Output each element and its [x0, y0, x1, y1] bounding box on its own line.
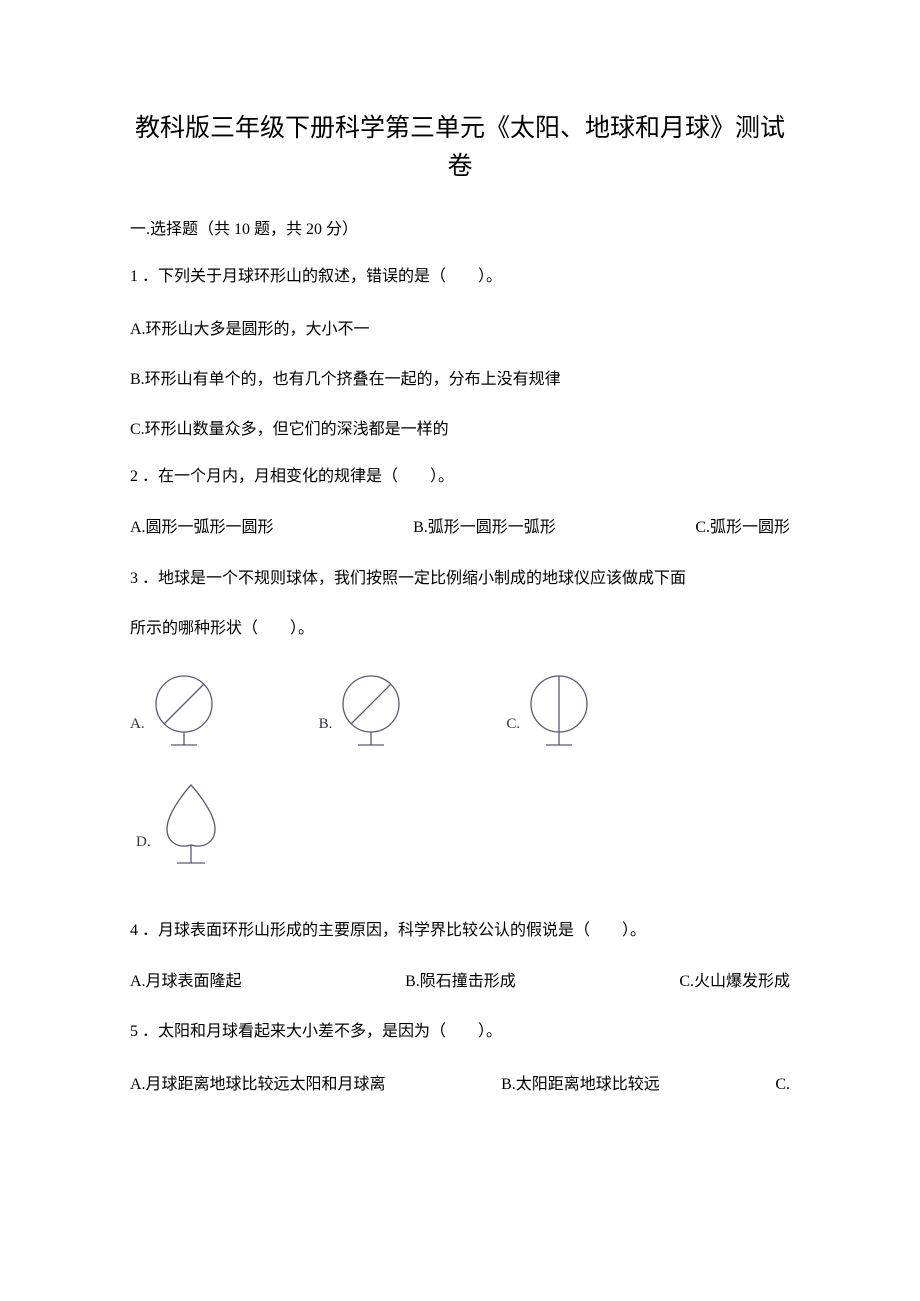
- q3-option-d: D.: [136, 781, 227, 869]
- q3-option-a: A.: [130, 671, 219, 751]
- q5-text: 5 ．太阳和月球看起来大小差不多，是因为（ ）。: [130, 1020, 790, 1044]
- globe-tilted-icon: [149, 671, 219, 751]
- globe-vertical-icon: [524, 671, 594, 751]
- page-title: 教科版三年级下册科学第三单元《太阳、地球和月球》测试卷: [130, 110, 790, 185]
- q1-text: 1 ．下列关于月球环形山的叙述，错误的是（ ）。: [130, 265, 790, 289]
- q2-option-c: C.弧形一圆形: [695, 515, 790, 541]
- q2-option-b: B.弧形一圆形一弧形: [413, 515, 556, 541]
- q2-option-a: A.圆形一弧形一圆形: [130, 515, 274, 541]
- q2-options: A.圆形一弧形一圆形 B.弧形一圆形一弧形 C.弧形一圆形: [130, 515, 790, 541]
- q3-text-line2: 所示的哪种形状（ ）。: [130, 617, 790, 641]
- q3-option-c: C.: [506, 671, 594, 751]
- q1-option-c: C.环形山数量众多，但它们的深浅都是一样的: [130, 415, 790, 439]
- q4-option-a: A.月球表面隆起: [130, 969, 242, 995]
- q3-label-d: D.: [136, 834, 151, 869]
- q4-option-c: C.火山爆发形成: [679, 969, 790, 995]
- q5-options: A.月球距离地球比较远太阳和月球离 B.太阳距离地球比较远 C.: [130, 1070, 790, 1094]
- q3-option-b: B.: [319, 671, 407, 751]
- q3-text-line1: 3 ．地球是一个不规则球体，我们按照一定比例缩小制成的地球仪应该做成下面: [130, 567, 790, 591]
- q1-option-b: B.环形山有单个的，也有几个挤叠在一起的，分布上没有规律: [130, 365, 790, 389]
- q3-label-c: C.: [506, 716, 520, 751]
- q5-option-c: C.: [775, 1076, 790, 1094]
- spade-icon: [155, 781, 227, 869]
- q2-text: 2 ．在一个月内，月相变化的规律是（ ）。: [130, 465, 790, 489]
- q4-text: 4 ．月球表面环形山形成的主要原因，科学界比较公认的假说是（ ）。: [130, 919, 790, 943]
- q3-label-a: A.: [130, 716, 145, 751]
- q5-option-a: A.月球距离地球比较远太阳和月球离: [130, 1070, 386, 1094]
- q4-option-b: B.陨石撞击形成: [405, 969, 516, 995]
- q3-images-row2: D.: [130, 781, 790, 869]
- globe-tilted-icon: [336, 671, 406, 751]
- section-header: 一.选择题（共 10 题，共 20 分）: [130, 215, 790, 239]
- q3-images-row1: A. B. C.: [130, 671, 790, 751]
- q1-option-a: A.环形山大多是圆形的，大小不一: [130, 315, 790, 339]
- q5-option-b: B.太阳距离地球比较远: [501, 1070, 660, 1094]
- q3-label-b: B.: [319, 716, 333, 751]
- q4-options: A.月球表面隆起 B.陨石撞击形成 C.火山爆发形成: [130, 969, 790, 995]
